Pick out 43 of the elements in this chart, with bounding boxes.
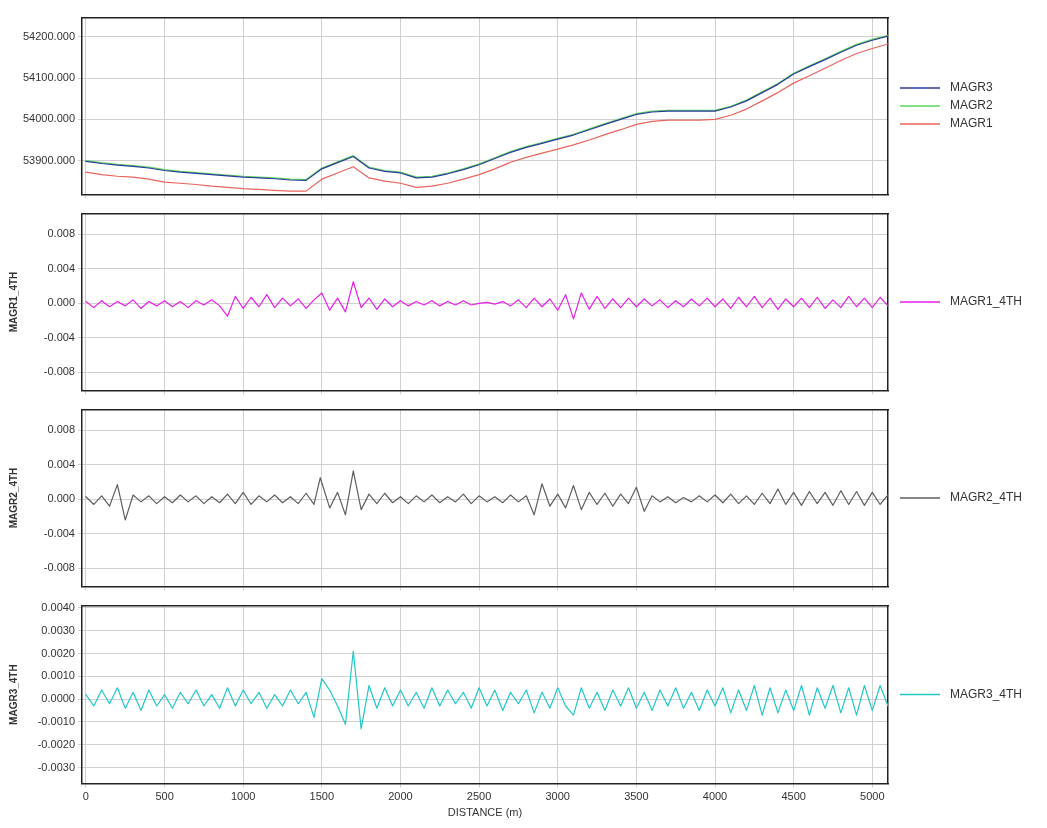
legend-label: MAGR3 (950, 80, 993, 95)
legend-label: MAGR2_4TH (950, 490, 1023, 505)
y-tick-label: 0.0010 (41, 669, 75, 682)
y-tick-label: 0.0040 (41, 600, 75, 613)
y-tick-label: -0.008 (43, 561, 75, 574)
y-tick-label: 0.008 (47, 227, 75, 240)
y-axis-title: MAGR1_4TH (7, 271, 19, 333)
legend-label: MAGR2 (950, 98, 993, 113)
y-tick-label: -0.004 (43, 330, 75, 343)
x-tick-label: 500 (155, 790, 174, 803)
x-tick-label: 1000 (230, 790, 256, 803)
y-axis-title: MAGR2_4TH (7, 467, 19, 529)
x-tick-label: 5000 (860, 790, 885, 803)
y-axis-title: MAGR3_4TH (7, 664, 19, 725)
y-tick-label: 0.0020 (41, 646, 75, 659)
x-tick-label: 2500 (466, 790, 492, 803)
x-tick-label: 1500 (309, 790, 335, 803)
x-tick-label: 3000 (545, 790, 570, 803)
y-tick-label: 0.000 (47, 296, 75, 309)
legend-label: MAGR1 (950, 116, 993, 131)
x-tick-label: 0 (82, 790, 89, 803)
y-tick-label: -0.008 (43, 365, 75, 378)
y-tick-label: -0.004 (43, 526, 75, 539)
y-tick-label: -0.0020 (37, 737, 75, 750)
x-tick-label: 2000 (388, 790, 413, 803)
legend-label: MAGR1_4TH (950, 294, 1023, 309)
y-tick-label: 54200.000 (23, 30, 75, 42)
y-tick-label: 0.004 (47, 457, 75, 470)
x-tick-label: 4500 (781, 790, 806, 803)
x-tick-label: 4000 (702, 790, 728, 803)
y-tick-label: 0.0000 (41, 692, 75, 705)
y-tick-label: 0.004 (47, 261, 75, 274)
y-tick-label: 0.000 (47, 492, 75, 505)
y-tick-label: 0.008 (47, 423, 75, 436)
y-tick-label: 0.0030 (41, 623, 75, 636)
y-tick-label: 53900.000 (23, 153, 75, 166)
y-tick-label: 54100.000 (23, 71, 75, 84)
y-tick-label: -0.0010 (37, 715, 75, 728)
legend-label: MAGR3_4TH (950, 686, 1023, 701)
x-axis-title: DISTANCE (m) (447, 806, 523, 819)
y-tick-label: -0.0030 (37, 760, 75, 773)
x-tick-label: 3500 (624, 790, 649, 803)
y-tick-label: 54000.000 (23, 112, 75, 125)
